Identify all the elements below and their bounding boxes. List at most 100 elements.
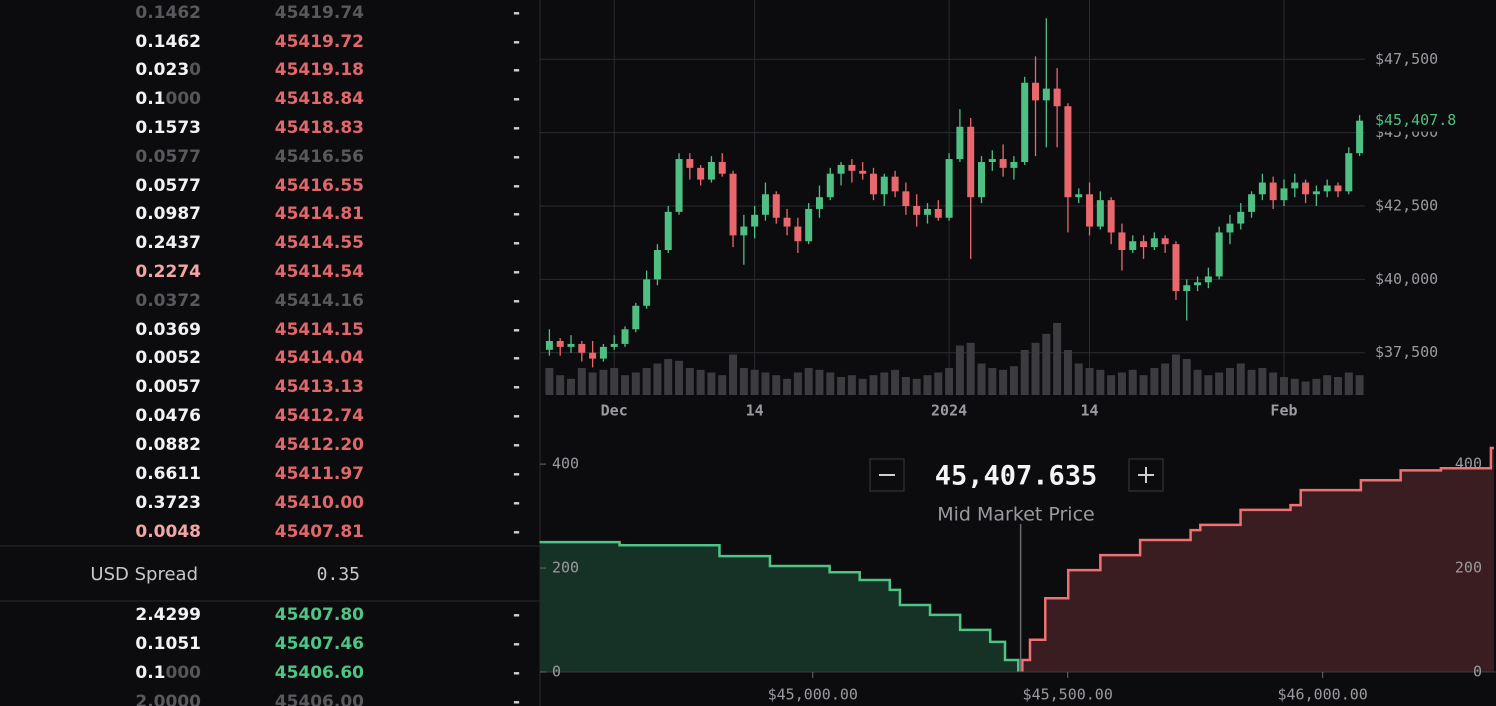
volume-bar xyxy=(1344,372,1353,395)
candle-body xyxy=(1323,185,1331,192)
candle-body xyxy=(783,217,791,227)
candle-body xyxy=(1204,276,1212,283)
candle-body xyxy=(891,176,899,192)
candle-body xyxy=(1075,194,1083,198)
candle-body xyxy=(729,173,737,236)
candle-body xyxy=(1118,232,1126,251)
volume-bar xyxy=(599,369,608,395)
candle-body xyxy=(815,197,823,209)
x-tick-label: $45,500.00 xyxy=(1023,686,1113,704)
volume-bar xyxy=(761,372,770,395)
volume-bar xyxy=(1117,372,1126,395)
volume-bar xyxy=(945,368,954,395)
candle-body xyxy=(1161,238,1169,245)
y-tick-label: 400 xyxy=(552,455,579,473)
candle-body xyxy=(837,164,845,174)
order-price: 45412.74 xyxy=(275,406,364,426)
volume-bar xyxy=(1085,368,1094,395)
order-price: 45406.60 xyxy=(275,663,364,683)
bids-area xyxy=(539,542,1019,672)
order-price: 45419.72 xyxy=(275,32,364,52)
order-change: - xyxy=(513,262,520,282)
candle-body xyxy=(1183,285,1191,292)
candle-body xyxy=(880,176,888,195)
order-size: 2.4299 xyxy=(135,605,201,625)
volume-bar xyxy=(783,378,792,395)
volume-bar xyxy=(718,375,727,395)
candle-body xyxy=(545,341,553,350)
volume-bar xyxy=(826,372,835,395)
order-size: 0.2274 xyxy=(135,262,201,282)
volume-bar xyxy=(772,375,781,395)
candle-body xyxy=(599,346,607,359)
order-price: 45418.83 xyxy=(275,118,364,138)
volume-bar xyxy=(685,368,694,395)
asks-area xyxy=(1022,448,1494,672)
candle-body xyxy=(1010,161,1018,168)
y-tick-label-right: 400 xyxy=(1455,455,1482,473)
candle-body xyxy=(1291,182,1299,189)
candle-body xyxy=(869,173,877,195)
y-tick-label: $37,500 xyxy=(1375,343,1438,361)
order-size: 0.1462 xyxy=(135,32,201,52)
order-price: 45419.74 xyxy=(275,3,364,23)
order-change: - xyxy=(513,118,520,138)
candle-body xyxy=(1064,106,1072,198)
mid-price-label: Mid Market Price xyxy=(937,504,1094,526)
order-price: 45414.15 xyxy=(275,320,364,340)
volume-bar xyxy=(1042,333,1051,395)
volume-bar xyxy=(858,378,867,395)
order-size: 0.0052 xyxy=(135,348,201,368)
order-price: 45413.13 xyxy=(275,377,364,397)
candle-body xyxy=(1042,88,1050,101)
volume-bar xyxy=(880,372,889,395)
order-size: 0.0230 xyxy=(135,60,201,80)
volume-bar xyxy=(739,368,748,395)
zoom-out-button[interactable] xyxy=(869,458,905,492)
order-change: - xyxy=(513,233,520,253)
volume-bar xyxy=(729,354,738,395)
candle-body xyxy=(1312,191,1320,195)
order-price: 45418.84 xyxy=(275,89,364,109)
order-size: 0.0057 xyxy=(135,377,201,397)
candle-body xyxy=(610,343,618,347)
volume-bar xyxy=(696,369,705,395)
volume-bar xyxy=(567,378,576,395)
volume-bar xyxy=(804,368,813,395)
candle-body xyxy=(1053,88,1061,107)
order-size: 2.0000 xyxy=(135,692,201,706)
x-tick-label: $45,000.00 xyxy=(768,686,858,704)
candle-body xyxy=(772,194,780,218)
volume-bar xyxy=(1247,369,1256,395)
order-change: - xyxy=(513,147,520,167)
volume-bar xyxy=(1139,375,1148,395)
order-size: 0.0369 xyxy=(135,320,201,340)
order-change: - xyxy=(513,348,520,368)
y-tick-label: $47,500 xyxy=(1375,50,1438,68)
volume-bar xyxy=(923,375,932,395)
order-price: 45407.46 xyxy=(275,634,364,654)
order-change: - xyxy=(513,32,520,52)
volume-bar xyxy=(1279,377,1288,395)
candle-body xyxy=(1194,282,1202,286)
volume-bar xyxy=(837,377,846,395)
x-tick-label: $46,000.00 xyxy=(1277,686,1367,704)
candle-body xyxy=(826,173,834,198)
volume-bar xyxy=(1096,369,1105,395)
candle-body xyxy=(589,352,597,359)
order-size: 0.0577 xyxy=(135,176,201,196)
volume-bar xyxy=(955,345,964,395)
zoom-in-button[interactable] xyxy=(1128,458,1164,492)
candle-body xyxy=(1280,188,1288,201)
y-tick-label: 200 xyxy=(552,559,579,577)
candle-body xyxy=(556,341,564,347)
x-tick-label: 2024 xyxy=(931,402,967,420)
candle-body xyxy=(1334,185,1342,192)
candle-body xyxy=(848,164,856,171)
volume-bar xyxy=(1236,363,1245,395)
order-price: 45414.04 xyxy=(275,348,364,368)
volume-bar xyxy=(1020,350,1029,395)
order-change: - xyxy=(513,522,520,542)
volume-bar xyxy=(891,369,900,395)
